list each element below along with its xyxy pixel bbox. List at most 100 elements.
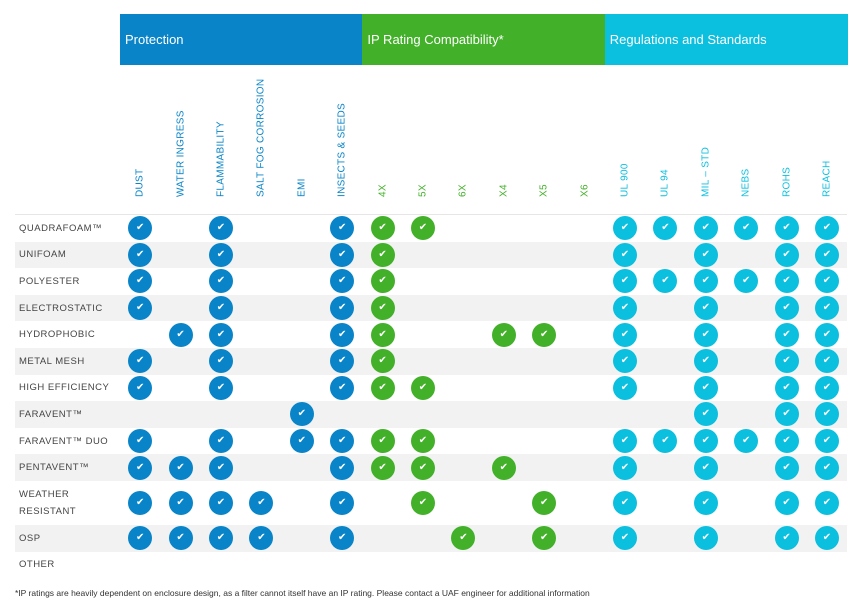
check-circle-icon: ✔ [815,349,839,374]
check-circle-icon: ✔ [693,296,718,321]
row-label: METAL MESH [19,355,85,367]
row-label: OSP [19,532,41,544]
column-header: DUST [120,70,160,208]
column-header-label: FLAMMABILITY [215,121,227,197]
check-circle-icon: ✔ [693,322,718,347]
check-circle-icon: ✔ [491,455,516,480]
check-circle-icon: ✔ [370,269,395,294]
check-circle-icon: ✔ [815,455,839,480]
row-label: HYDROPHOBIC [19,329,96,341]
check-circle-icon: ✔ [330,269,355,294]
check-circle-icon: ✔ [330,490,355,515]
column-header: ROHS [766,70,806,208]
check-circle-icon: ✔ [249,490,274,515]
check-circle-icon: ✔ [128,269,153,294]
column-header: INSECTS & SEEDS [322,70,362,208]
column-header: 5X [403,70,443,208]
column-header: EMI [282,70,322,208]
check-circle-icon: ✔ [693,490,718,515]
check-circle-icon: ✔ [330,296,355,321]
check-circle-icon: ✔ [168,455,193,480]
check-circle-icon: ✔ [370,296,395,321]
column-header-label: X4 [498,184,510,197]
column-header: SALT FOG CORROSION [241,70,281,208]
column-header-label: X5 [538,184,550,197]
check-circle-icon: ✔ [128,455,153,480]
column-header-label: X6 [579,184,591,197]
check-circle-icon: ✔ [128,375,153,400]
check-circle-icon: ✔ [249,526,274,551]
check-circle-icon: ✔ [613,455,637,480]
column-header: WATER INGRESS [160,70,200,208]
table-row: FARAVENT™ ✔ ✔ ✔ ✔ [15,401,847,428]
table-row: POLYESTER ✔ ✔ ✔ ✔ ✔ ✔ ✔ ✔ ✔ ✔ [15,268,847,295]
check-circle-icon: ✔ [370,349,395,374]
footnote: *IP ratings are heavily dependent on enc… [15,588,590,598]
check-circle-icon: ✔ [693,402,718,427]
check-circle-icon: ✔ [774,216,799,241]
check-circle-icon: ✔ [209,375,233,400]
group-header-2: Regulations and Standards [604,14,848,65]
check-circle-icon: ✔ [815,322,839,347]
check-circle-icon: ✔ [734,216,759,241]
check-circle-icon: ✔ [613,296,637,321]
check-circle-icon: ✔ [693,349,718,374]
column-header-label: 4X [377,184,389,197]
check-circle-icon: ✔ [411,490,435,515]
check-circle-icon: ✔ [613,490,637,515]
row-label: UNIFOAM [19,249,67,261]
column-header: X5 [524,70,564,208]
column-header-label: SALT FOG CORROSION [255,78,267,197]
check-circle-icon: ✔ [693,526,718,551]
check-circle-icon: ✔ [613,526,637,551]
column-header: 6X [443,70,483,208]
check-circle-icon: ✔ [370,455,395,480]
table-row: UNIFOAM ✔ ✔ ✔ ✔ ✔ ✔ ✔ ✔ [15,241,847,269]
check-circle-icon: ✔ [330,526,355,551]
check-circle-icon: ✔ [774,349,799,374]
check-circle-icon: ✔ [209,526,233,551]
check-circle-icon: ✔ [815,269,839,294]
row-label: QUADRAFOAM™ [19,222,103,234]
table-row: METAL MESH ✔ ✔ ✔ ✔ ✔ ✔ ✔ ✔ [15,347,847,375]
check-circle-icon: ✔ [128,242,153,267]
column-header: X6 [564,70,604,208]
check-circle-icon: ✔ [815,526,839,551]
check-circle-icon: ✔ [693,216,718,241]
check-circle-icon: ✔ [128,526,153,551]
column-header-label: EMI [296,178,308,197]
table-row: PENTAVENT™ ✔ ✔ ✔ ✔ ✔ ✔ ✔ ✔ ✔ ✔ ✔ [15,454,847,481]
check-circle-icon: ✔ [451,526,476,551]
check-circle-icon: ✔ [774,526,799,551]
check-circle-icon: ✔ [370,242,395,267]
check-circle-icon: ✔ [128,296,153,321]
row-label: ELECTROSTATIC [19,302,103,314]
check-circle-icon: ✔ [815,375,839,400]
check-circle-icon: ✔ [209,429,233,454]
check-circle-icon: ✔ [774,296,799,321]
table-row: WEATHER RESISTANT ✔ ✔ ✔ ✔ ✔ ✔ ✔ ✔ ✔ ✔ ✔ [15,481,847,525]
check-circle-icon: ✔ [209,455,233,480]
check-circle-icon: ✔ [330,216,355,241]
compatibility-table: QUADRAFOAM™ ✔ ✔ ✔ ✔ ✔ ✔ ✔ ✔ ✔ ✔ ✔ UNIFOAM ✔ ✔ ✔ ✔ ✔ ✔ ✔ ✔ POL… [15,214,847,578]
check-circle-icon: ✔ [774,322,799,347]
check-circle-icon: ✔ [815,216,839,241]
check-circle-icon: ✔ [209,216,233,241]
column-header-label: UL 94 [659,169,671,197]
column-header-label: 6X [457,184,469,197]
check-circle-icon: ✔ [693,455,718,480]
row-label: FARAVENT™ DUO [19,435,109,447]
check-circle-icon: ✔ [815,490,839,515]
check-circle-icon: ✔ [532,526,557,551]
check-circle-icon: ✔ [330,349,355,374]
check-circle-icon: ✔ [815,242,839,267]
check-circle-icon: ✔ [532,490,557,515]
check-circle-icon: ✔ [330,455,355,480]
check-circle-icon: ✔ [128,216,153,241]
check-circle-icon: ✔ [532,322,557,347]
check-circle-icon: ✔ [411,455,435,480]
check-circle-icon: ✔ [774,242,799,267]
check-circle-icon: ✔ [209,349,233,374]
check-circle-icon: ✔ [613,349,637,374]
check-circle-icon: ✔ [815,402,839,427]
